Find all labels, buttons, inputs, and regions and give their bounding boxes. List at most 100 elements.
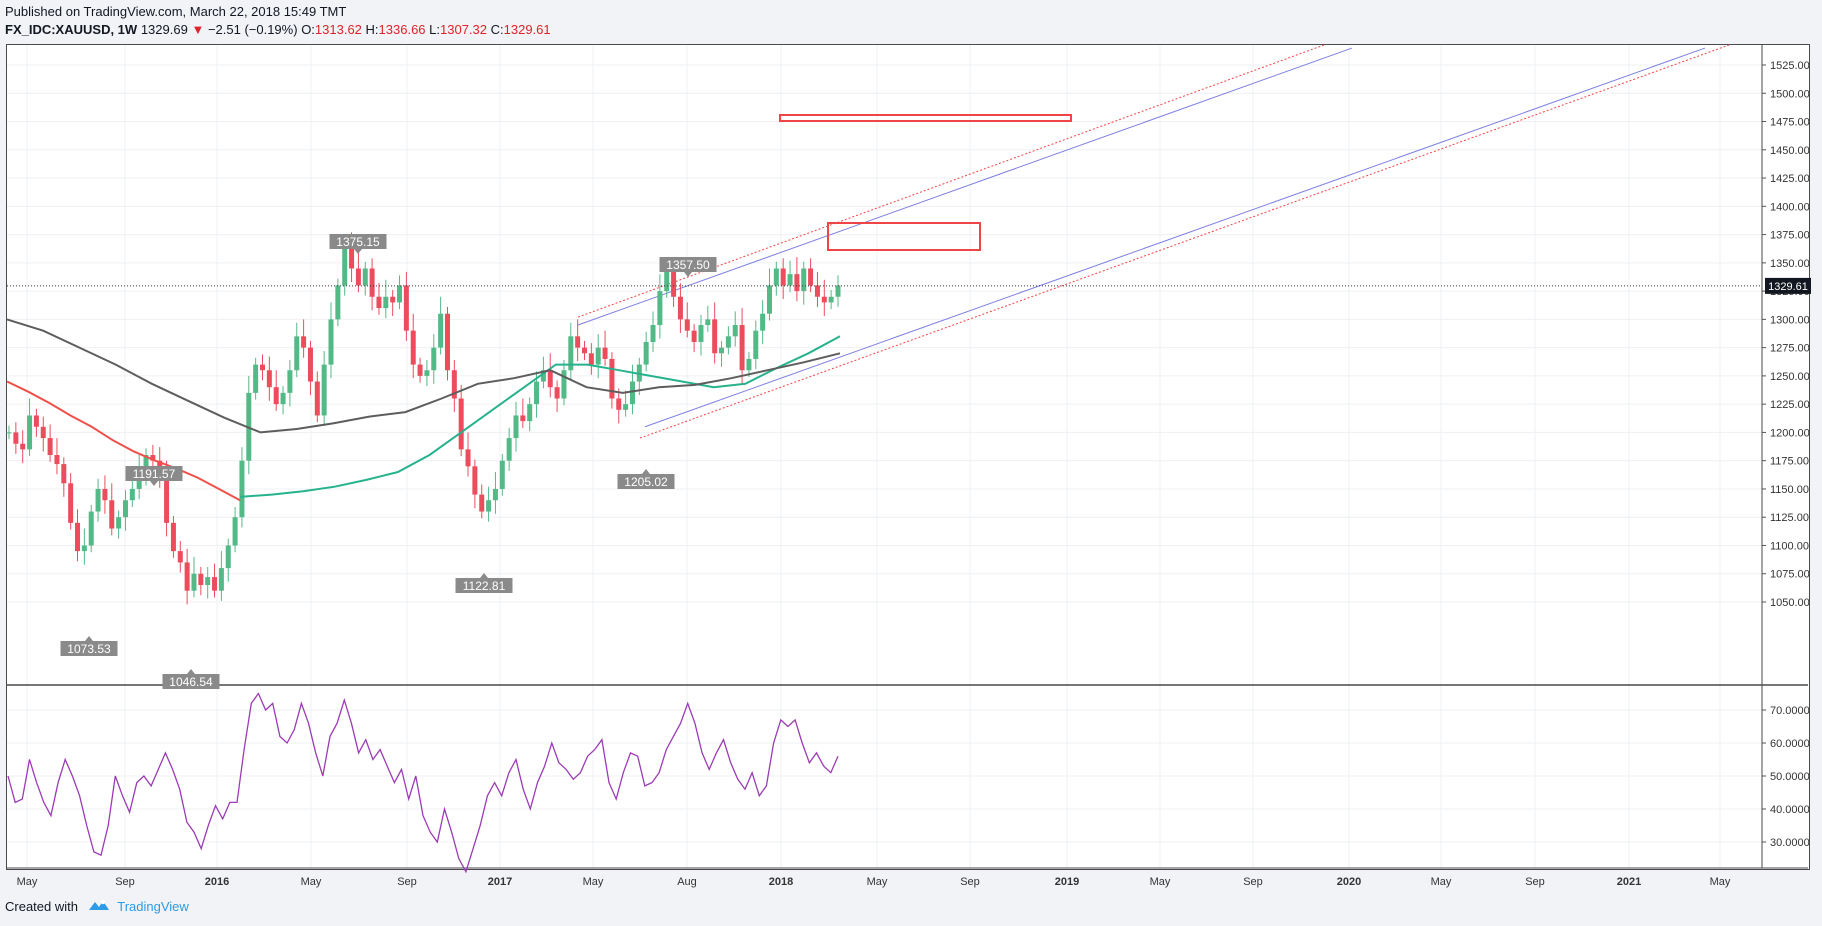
candle-body	[814, 285, 820, 297]
x-tick-label: Sep	[1525, 876, 1545, 888]
candle-body	[47, 438, 53, 456]
candle-body	[314, 381, 320, 416]
candle-body	[828, 296, 834, 303]
candle-body	[33, 415, 39, 427]
candle-body	[623, 404, 629, 410]
low-label: L:	[429, 22, 441, 37]
candle-body	[499, 460, 505, 489]
candle-body	[376, 296, 382, 309]
candle-body	[383, 296, 389, 309]
x-tick-label: 2019	[1055, 876, 1079, 888]
x-tick-label: 2018	[769, 876, 793, 888]
rsi-tick-label: 30.0000	[1770, 837, 1810, 849]
candle-body	[664, 268, 670, 292]
candle-body	[75, 522, 81, 552]
candle-body	[554, 387, 560, 399]
candle-body	[54, 455, 60, 465]
candle-body	[417, 364, 423, 376]
candle-body	[184, 562, 190, 591]
candle-body	[766, 285, 772, 314]
candle-body	[616, 398, 622, 410]
candle-body	[719, 347, 725, 354]
candle-body	[643, 341, 649, 365]
symbol-text: FX_IDC:XAUUSD, 1W	[5, 22, 138, 37]
candle-body	[725, 336, 731, 348]
y-tick-label: 1525.00	[1770, 60, 1810, 72]
candle-body	[568, 336, 574, 371]
candle-body	[349, 245, 355, 269]
candle-body	[164, 477, 170, 523]
candle-body	[218, 568, 224, 591]
x-tick-label: 2017	[488, 876, 512, 888]
published-line: Published on TradingView.com, March 22, …	[5, 3, 346, 21]
candle-body	[369, 268, 375, 297]
candle-body	[6, 432, 12, 434]
candle-body	[170, 522, 176, 552]
candle-body	[438, 313, 444, 348]
x-tick-label: Sep	[960, 876, 980, 888]
x-tick-label: 2016	[205, 876, 229, 888]
candle-body	[410, 330, 416, 365]
price-marker-box	[125, 466, 183, 481]
candle-body	[540, 370, 546, 382]
candle-body	[575, 336, 581, 348]
candle-body	[143, 455, 149, 472]
candle-body	[582, 347, 588, 354]
candle-body	[301, 336, 307, 348]
candle-body	[609, 358, 615, 399]
close-value: 1329.61	[503, 22, 551, 37]
candle-body	[671, 268, 677, 297]
candle-body	[506, 438, 512, 461]
price-marker-box	[455, 578, 513, 593]
chart-frame[interactable]	[6, 44, 1810, 870]
channel-upper-red	[577, 44, 1326, 318]
candle-body	[705, 319, 711, 326]
candle-body	[239, 460, 245, 518]
candle-body	[780, 268, 786, 286]
price-marker-label: 1205.02	[624, 475, 668, 489]
candle-body	[20, 443, 26, 450]
price-marker-box	[162, 674, 220, 689]
candle-body	[198, 573, 204, 586]
price-marker-pointer	[642, 469, 650, 474]
candle-body	[746, 358, 752, 371]
candle-body	[397, 285, 403, 303]
y-tick-label: 1175.00	[1770, 456, 1809, 468]
open-label: O:	[301, 22, 315, 37]
candle-body	[691, 330, 697, 342]
x-tick-label: 2020	[1337, 876, 1361, 888]
candle-body	[588, 353, 594, 365]
y-tick-label: 1375.00	[1770, 230, 1810, 242]
y-tick-label: 1150.00	[1770, 484, 1809, 496]
price-marker-label: 1073.53	[67, 642, 111, 656]
tradingview-logo-icon	[88, 898, 110, 917]
candle-body	[808, 268, 814, 286]
y-tick-label: 1400.00	[1770, 201, 1810, 213]
price-marker-label: 1191.57	[133, 467, 176, 481]
candle-body	[13, 432, 19, 444]
x-tick-label: May	[1431, 876, 1452, 888]
candle-body	[835, 285, 841, 297]
created-with-text: Created with	[5, 899, 78, 914]
candle-body	[362, 268, 368, 286]
candle-body	[753, 330, 759, 359]
price-marker-label: 1375.15	[336, 235, 380, 249]
target-box-lower	[827, 222, 981, 251]
candle-body	[773, 268, 779, 286]
candle-body	[595, 347, 601, 365]
x-tick-label: May	[1150, 876, 1171, 888]
y-tick-label: 1275.00	[1770, 343, 1810, 355]
candle-body	[739, 325, 745, 371]
candle-body	[321, 364, 327, 416]
rsi-tick-label: 40.0000	[1770, 804, 1810, 816]
candle-body	[177, 551, 183, 563]
y-tick-label: 1350.00	[1770, 258, 1810, 270]
candle-body	[129, 488, 135, 501]
candle-body	[547, 370, 553, 388]
tradingview-link[interactable]: TradingView	[117, 899, 189, 914]
y-tick-label: 1050.00	[1770, 597, 1810, 609]
candle-body	[150, 455, 156, 461]
candle-body	[259, 364, 265, 371]
target-box-upper	[779, 114, 1072, 122]
